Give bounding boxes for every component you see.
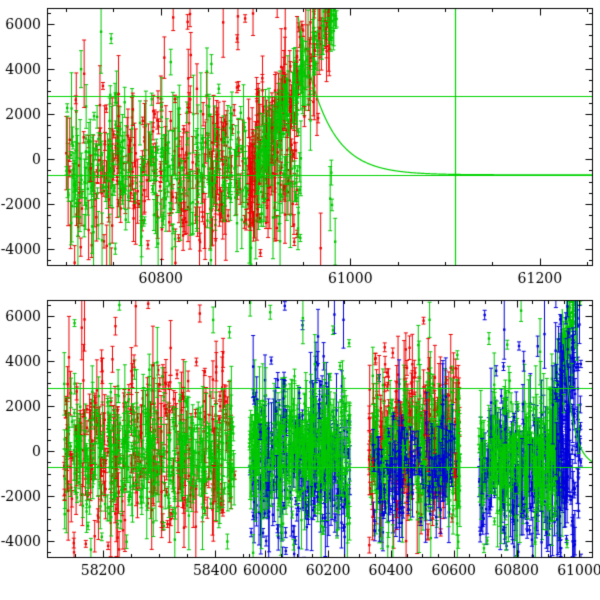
light-curve-figure: [0, 0, 600, 600]
light-curve-canvas: [0, 0, 600, 600]
